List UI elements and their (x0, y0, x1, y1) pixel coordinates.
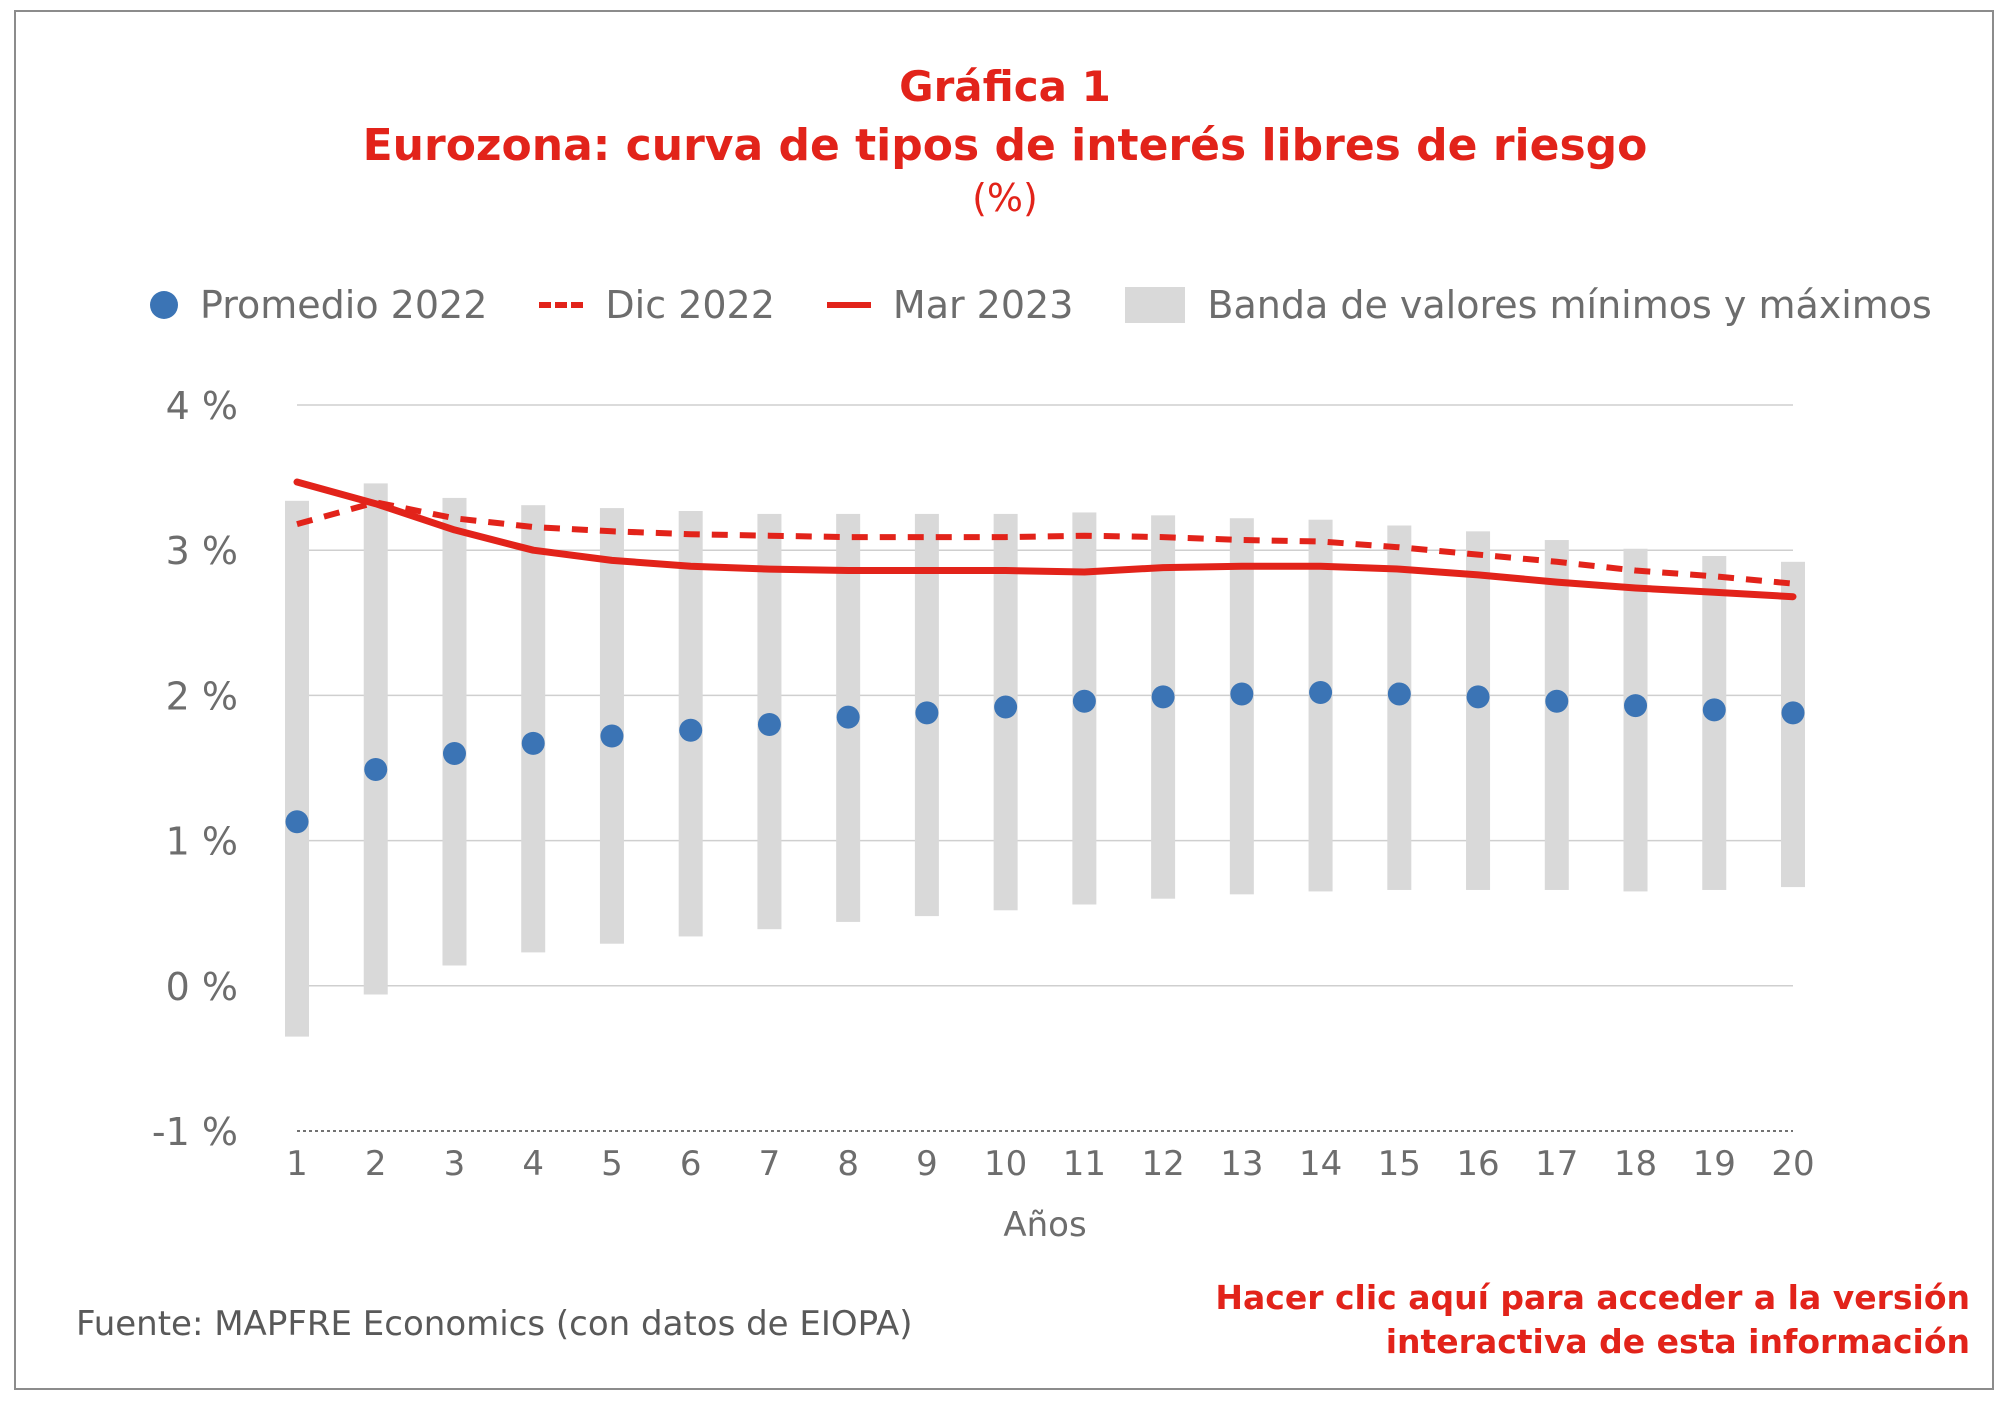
x-tick-label: 2 (365, 1144, 387, 1184)
legend-label-promedio: Promedio 2022 (200, 283, 488, 327)
y-tick-label: 4 % (166, 384, 238, 428)
x-tick-label: 20 (1771, 1144, 1814, 1184)
data-point-promedio-2022 (679, 718, 703, 742)
source-note: Fuente: MAPFRE Economics (con datos de E… (76, 1304, 913, 1344)
chart-unit: (%) (972, 176, 1038, 220)
band-bar (1308, 519, 1333, 892)
legend-item-mar: Mar 2023 (826, 283, 1074, 327)
link-line-1: Hacer clic aquí para acceder a la versió… (1215, 1278, 1970, 1317)
data-point-promedio-2022 (1309, 680, 1333, 704)
y-tick-label: 2 % (166, 674, 238, 718)
band-bar (442, 497, 467, 966)
x-tick-label: 3 (444, 1144, 466, 1184)
x-tick-label: 7 (759, 1144, 781, 1184)
band-bar (1544, 540, 1569, 890)
band-bar (1623, 548, 1648, 892)
legend-solid-swatch (826, 302, 871, 308)
x-tick-label: 16 (1456, 1144, 1499, 1184)
series-line-mar-2023 (293, 478, 1797, 601)
legend: Promedio 2022 Dic 2022 Mar 2023 Banda de… (150, 280, 1984, 330)
legend-item-dic: Dic 2022 (539, 283, 775, 327)
x-tick-label: 18 (1614, 1144, 1657, 1184)
y-tick-label: 1 % (166, 820, 238, 864)
band-bar (1387, 525, 1412, 890)
band-bar (363, 483, 388, 995)
data-point-promedio-2022 (836, 705, 860, 729)
x-tick-label: 11 (1063, 1144, 1106, 1184)
x-tick-label: 19 (1693, 1144, 1736, 1184)
data-point-promedio-2022 (1545, 689, 1569, 713)
x-tick-label: 12 (1141, 1144, 1184, 1184)
y-tick-label: -1 % (152, 1110, 238, 1154)
x-axis-title: Años (1003, 1205, 1086, 1245)
data-point-promedio-2022 (994, 695, 1018, 719)
x-tick-label: 10 (984, 1144, 1027, 1184)
x-tick-label: 13 (1220, 1144, 1263, 1184)
data-point-promedio-2022 (285, 810, 309, 834)
legend-label-banda: Banda de valores mínimos y máximos (1207, 283, 1932, 327)
legend-item-banda: Banda de valores mínimos y máximos (1125, 283, 1932, 327)
x-tick-label: 6 (680, 1144, 702, 1184)
data-point-promedio-2022 (600, 724, 624, 748)
x-tick-label: 1 (286, 1144, 308, 1184)
chart-number: Gráfica 1 (899, 62, 1111, 111)
link-line-2: interactiva de esta información (1385, 1322, 1970, 1361)
data-point-promedio-2022 (364, 757, 388, 781)
series-line-dic-2022 (296, 499, 1794, 587)
x-tick-label: 8 (837, 1144, 859, 1184)
legend-dot-swatch (150, 291, 178, 319)
data-point-promedio-2022 (521, 731, 545, 755)
x-tick-label: 17 (1535, 1144, 1578, 1184)
legend-band-swatch (1125, 287, 1186, 323)
x-tick-label: 4 (522, 1144, 544, 1184)
data-point-promedio-2022 (915, 701, 939, 725)
legend-label-mar: Mar 2023 (892, 283, 1074, 327)
data-point-promedio-2022 (442, 741, 466, 765)
band-bar (1466, 531, 1491, 890)
y-tick-label: 0 % (166, 965, 238, 1009)
data-point-promedio-2022 (1151, 685, 1175, 709)
legend-label-dic: Dic 2022 (605, 283, 775, 327)
data-point-promedio-2022 (1702, 698, 1726, 722)
data-point-promedio-2022 (1387, 682, 1411, 706)
interactive-version-link[interactable]: Hacer clic aquí para acceder a la versió… (1215, 1276, 1970, 1364)
data-point-promedio-2022 (1072, 689, 1096, 713)
x-tick-label: 15 (1378, 1144, 1421, 1184)
legend-item-promedio: Promedio 2022 (150, 283, 487, 327)
data-point-promedio-2022 (1466, 685, 1490, 709)
legend-dashed-swatch (539, 302, 584, 308)
x-tick-label: 14 (1299, 1144, 1342, 1184)
band-bar (521, 505, 546, 953)
data-point-promedio-2022 (1230, 682, 1254, 706)
data-point-promedio-2022 (1781, 701, 1805, 725)
band-bar (1229, 518, 1254, 895)
x-tick-label: 9 (916, 1144, 938, 1184)
band-bar (1781, 561, 1805, 888)
band-bar (1702, 556, 1727, 890)
y-tick-label: 3 % (166, 529, 238, 573)
band-bar (285, 500, 309, 1037)
data-point-promedio-2022 (1624, 694, 1648, 718)
data-point-promedio-2022 (757, 712, 781, 736)
chart-title: Eurozona: curva de tipos de interés libr… (362, 120, 1648, 171)
x-tick-label: 5 (601, 1144, 623, 1184)
